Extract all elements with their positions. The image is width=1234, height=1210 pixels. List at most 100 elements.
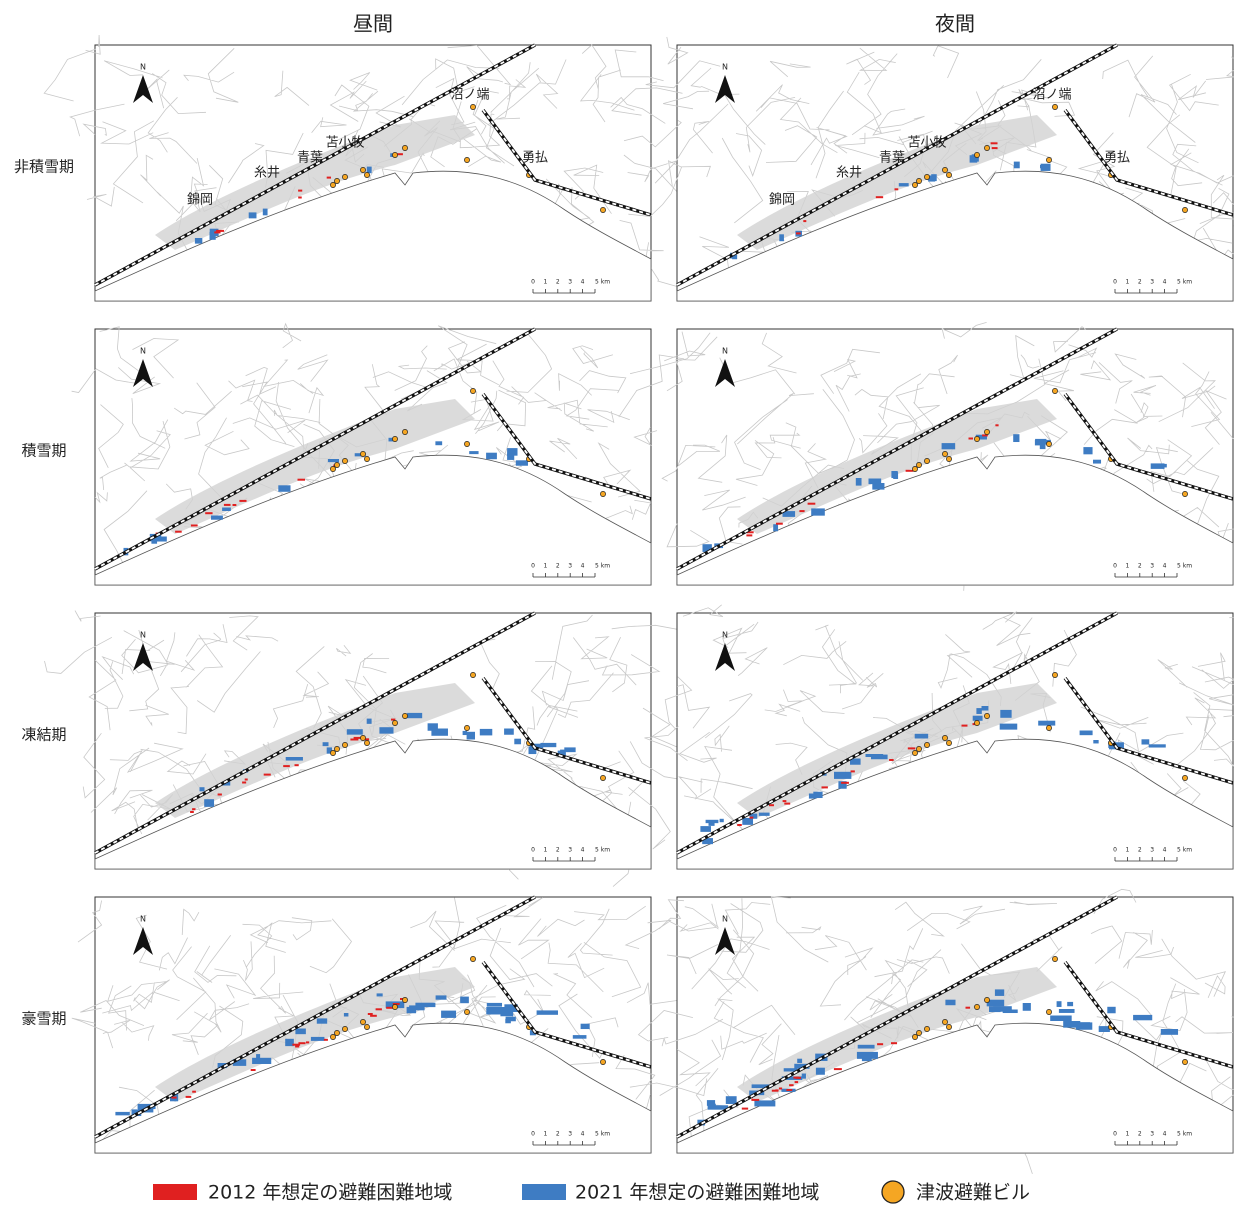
tsunami-building	[330, 1034, 335, 1039]
tsunami-building	[330, 750, 335, 755]
area-2021	[779, 234, 784, 241]
place-name: 青葉	[297, 151, 323, 166]
area-2012	[239, 500, 246, 502]
tsunami-building	[924, 458, 929, 463]
area-2021	[809, 794, 816, 799]
north-label: N	[722, 631, 728, 640]
area-2012	[908, 747, 916, 749]
area-2012	[851, 770, 855, 772]
tsunami-building	[974, 720, 979, 725]
tsunami-building	[974, 1004, 979, 1009]
area-2021	[278, 485, 290, 491]
place-name: 沼ノ端	[450, 88, 489, 103]
scale-label: 0	[1113, 279, 1117, 286]
area-2012	[205, 512, 212, 514]
area-2021	[347, 729, 363, 734]
area-2021	[1093, 460, 1101, 464]
scale-label: 0	[531, 563, 535, 570]
legend-swatch-2021	[522, 1184, 566, 1200]
scale-label: 0	[531, 847, 535, 854]
scale-label: 4	[581, 847, 585, 854]
area-2021	[720, 819, 724, 822]
tsunami-building	[942, 735, 947, 740]
tsunami-building	[916, 746, 921, 751]
area-2012	[772, 1090, 778, 1092]
place-name: 糸井	[836, 166, 862, 181]
area-2021	[1023, 1003, 1031, 1011]
area-2021	[802, 1074, 806, 1079]
tsunami-building	[984, 713, 989, 718]
tsunami-building	[912, 182, 917, 187]
area-2021	[989, 1006, 1001, 1012]
tsunami-building	[1182, 1059, 1187, 1064]
area-2021	[436, 995, 447, 999]
place-name: 青葉	[879, 151, 905, 166]
tsunami-building	[1182, 491, 1187, 496]
tsunami-building	[600, 207, 605, 212]
area-2012	[786, 1089, 792, 1091]
scale-label: 1	[1125, 279, 1129, 286]
scale-label: 0	[1113, 563, 1117, 570]
north-label: N	[140, 347, 146, 356]
area-2021	[441, 1011, 456, 1018]
area-2012	[306, 1041, 309, 1043]
area-2021	[467, 732, 475, 740]
area-2012	[789, 1084, 794, 1086]
tsunami-building	[1046, 1009, 1051, 1014]
area-2012	[834, 1068, 842, 1070]
place-name: 勇払	[522, 151, 548, 166]
tsunami-building	[912, 1034, 917, 1039]
area-2021	[856, 478, 862, 486]
scale-label: 2	[556, 847, 560, 854]
scale-label: 5 km	[595, 563, 610, 570]
area-2012	[784, 803, 790, 805]
scale-label: 5 km	[595, 1131, 610, 1138]
area-2012	[795, 1081, 799, 1083]
tsunami-building	[360, 451, 365, 456]
area-2021	[858, 1045, 875, 1049]
scale-label: 2	[556, 279, 560, 286]
tsunami-building	[392, 152, 397, 157]
area-2021	[573, 1035, 587, 1039]
tsunami-building	[600, 1059, 605, 1064]
row-label: 非積雪期	[14, 158, 74, 176]
scale-label: 3	[568, 279, 572, 286]
area-2021	[195, 238, 202, 244]
scale-label: 0	[531, 1131, 535, 1138]
tsunami-building	[360, 167, 365, 172]
area-2021	[945, 1000, 955, 1006]
area-2012	[192, 1091, 196, 1093]
scale-label: 0	[1113, 1131, 1117, 1138]
tsunami-building	[924, 742, 929, 747]
area-2021	[1057, 1001, 1062, 1007]
tsunami-building	[392, 720, 397, 725]
area-2021	[1080, 731, 1093, 736]
tsunami-building	[946, 740, 951, 745]
area-2021	[816, 1068, 825, 1075]
legend-swatch-building	[882, 1181, 904, 1203]
area-2021	[514, 739, 521, 745]
tsunami-building	[330, 466, 335, 471]
area-2021	[700, 826, 711, 832]
scale-label: 3	[1150, 279, 1154, 286]
area-2012	[191, 525, 198, 527]
tsunami-building	[342, 742, 347, 747]
scale-label: 3	[568, 847, 572, 854]
scale-label: 4	[1163, 563, 1167, 570]
area-2012	[737, 824, 742, 826]
area-2012	[190, 811, 194, 813]
tsunami-building	[1046, 441, 1051, 446]
tsunami-building	[464, 725, 469, 730]
area-2021	[1050, 1016, 1071, 1022]
area-2021	[480, 729, 492, 736]
area-2012	[962, 725, 968, 727]
tsunami-building	[334, 178, 339, 183]
tsunami-building	[402, 997, 407, 1002]
scale-label: 3	[568, 1131, 572, 1138]
area-2021	[581, 1024, 590, 1029]
area-2012	[368, 1013, 373, 1015]
tsunami-building	[334, 1030, 339, 1035]
